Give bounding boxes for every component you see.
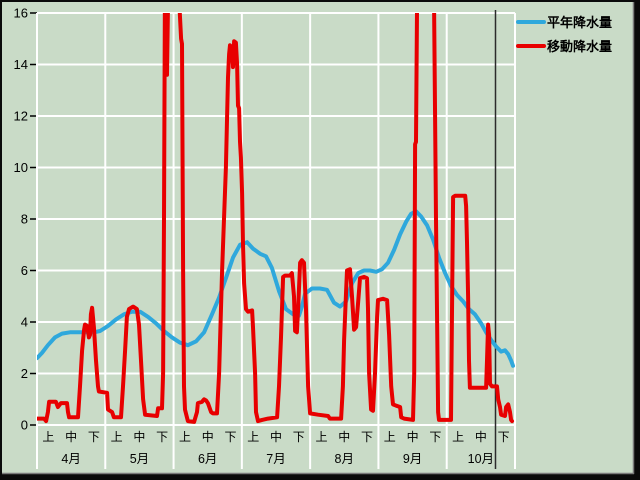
legend-item-normal: 平年降水量 [516,13,612,30]
legend-label-moving: 移動降水量 [547,39,613,54]
month-label-7月: 7月 [266,452,285,466]
period-label: 中 [202,429,214,444]
legend-label-normal: 平年降水量 [547,15,613,30]
period-label: 下 [293,430,305,444]
y-tick-label-10: 10 [14,160,28,175]
period-label: 中 [133,429,145,444]
month-label-9月: 9月 [403,452,422,466]
period-label: 中 [65,429,77,444]
y-tick-label-12: 12 [14,109,28,124]
series-line-移動降水量 [37,13,514,424]
period-label: 中 [338,429,350,444]
period-label: 下 [498,430,510,444]
y-tick-label-0: 0 [21,418,28,433]
normal-line-swatch [516,19,546,24]
period-label: 中 [475,429,487,444]
legend-item-moving: 移動降水量 [516,37,612,54]
period-label: 上 [247,430,259,444]
month-label-4月: 4月 [61,452,80,466]
y-tick-label-2: 2 [21,366,28,381]
y-tick-label-8: 8 [21,212,28,227]
period-label: 中 [407,429,419,444]
month-label-8月: 8月 [335,452,354,466]
period-label: 下 [429,430,441,444]
y-tick-label-6: 6 [21,263,28,278]
period-label: 下 [224,430,236,444]
period-label: 下 [88,430,100,444]
period-label: 上 [111,430,123,444]
moving-line-swatch [516,43,546,48]
month-label-5月: 5月 [130,452,149,466]
period-label: 上 [384,430,396,444]
chart-legend: 平年降水量 移動降水量 [516,13,612,54]
y-tick-label-4: 4 [21,315,28,330]
month-label-6月: 6月 [198,452,217,466]
chart-background [2,2,633,473]
period-label: 中 [270,429,282,444]
y-tick-label-16: 16 [14,6,28,21]
y-tick-label-14: 14 [14,57,28,72]
period-label: 上 [452,430,464,444]
month-label-10月: 10月 [468,452,494,466]
period-label: 下 [361,430,373,444]
period-label: 上 [42,430,54,444]
period-label: 下 [156,430,168,444]
period-label: 上 [316,430,328,444]
period-label: 上 [179,430,191,444]
